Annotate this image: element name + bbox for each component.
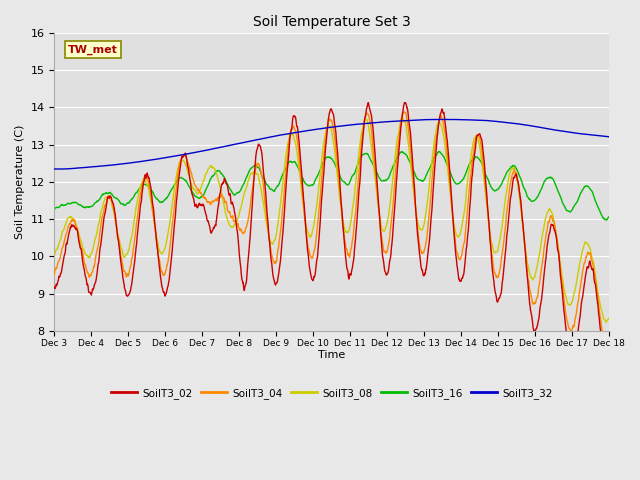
Title: Soil Temperature Set 3: Soil Temperature Set 3	[253, 15, 411, 29]
Text: TW_met: TW_met	[68, 44, 118, 55]
Y-axis label: Soil Temperature (C): Soil Temperature (C)	[15, 125, 25, 239]
X-axis label: Time: Time	[318, 350, 346, 360]
Legend: SoilT3_02, SoilT3_04, SoilT3_08, SoilT3_16, SoilT3_32: SoilT3_02, SoilT3_04, SoilT3_08, SoilT3_…	[107, 384, 556, 403]
